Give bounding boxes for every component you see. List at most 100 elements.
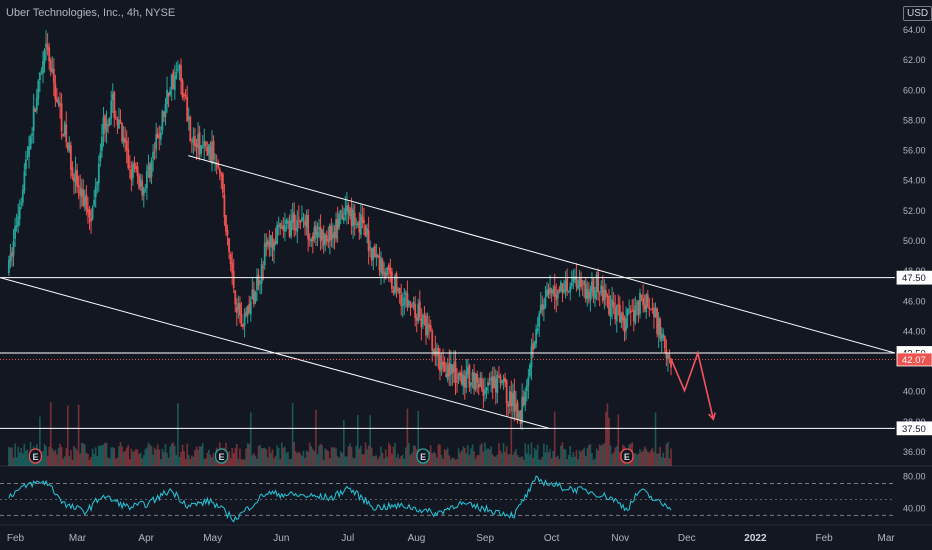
volume-bar [502,443,505,466]
volume-bar [142,455,145,466]
candle-body [99,152,102,162]
candle-body [327,238,330,243]
volume-bar [101,445,103,466]
candle-body [15,225,18,228]
volume-bar [499,450,502,466]
volume-bar [450,459,452,466]
candle-body [105,123,108,132]
volume-bar [541,457,544,466]
level-price-tag [896,421,932,436]
volume-bar [115,458,117,466]
volume-bar [553,411,556,466]
currency-label: USD [903,6,932,21]
candle-body [381,260,384,274]
volume-bar [155,449,157,466]
volume-bar [141,458,144,466]
volume-bar [459,452,461,466]
candle-body [446,365,449,380]
volume-bar [355,445,358,466]
candle-body [161,110,164,131]
candle-body [51,68,54,72]
candle-body [456,380,458,382]
volume-bar [8,446,10,466]
volume-bar [291,403,294,466]
volume-bar [156,444,159,466]
candle-body [480,378,483,390]
candle-body [294,228,297,230]
candle-body [356,223,359,226]
volume-bar [636,454,638,466]
volume-bar [267,457,269,466]
candle-body [332,234,334,238]
candle-body [218,169,221,174]
candle-body [23,171,26,192]
volume-bar [639,449,641,466]
volume-bar [205,458,207,466]
volume-bar [125,447,128,466]
candle-body [144,189,147,191]
volume-bar [521,456,523,466]
volume-bar [409,455,412,466]
candle-body [637,300,640,315]
volume-bar [298,451,300,466]
candle-body [383,271,386,276]
volume-bar [316,454,319,466]
candle-body [667,352,669,360]
trendline [188,155,896,354]
candles [7,30,672,430]
candle-body [301,217,303,221]
candle-body [501,380,503,383]
volume-bar [96,455,99,466]
candle-body [468,365,471,388]
volume-bar [62,458,64,466]
volume-bar [68,456,71,466]
volume-bar [637,453,640,466]
volume-bar [304,458,306,466]
candle-body [589,289,592,301]
volume-bar [454,459,457,466]
candle-body [409,304,412,307]
candle-body [355,224,358,226]
volume-bar [552,450,554,466]
candle-body [459,372,462,376]
candle-body [176,68,179,71]
volume-bar [490,446,492,466]
candle-body [315,225,317,236]
volume-bar [74,448,77,466]
volume-bar [130,448,133,466]
price-tick-label: 54.00 [903,176,926,186]
volume-bar [437,444,440,466]
volume-bar [381,452,384,466]
volume-bar [129,459,131,466]
candle-body [60,103,63,132]
candle-body [378,255,381,271]
candle-body [242,323,244,327]
candle-body [79,187,82,196]
candle-body [321,229,324,240]
candle-body [457,373,460,380]
candle-body [333,231,336,238]
volume-bar [400,455,402,466]
candle-body [453,363,455,373]
earnings-marker-label: E [32,452,38,462]
volume-bar [152,454,154,466]
volume-bar [564,449,567,466]
candle-body [69,145,72,170]
time-tick-label: Nov [611,533,629,544]
volume-bar [119,442,122,466]
candle-body [287,221,289,223]
volume-bar [73,446,75,466]
volume-bar [54,449,57,466]
candle-body [384,272,387,277]
candle-body [648,306,651,310]
candle-body [88,210,91,218]
volume-bar [248,443,251,466]
volume-bar [536,444,539,466]
volume-bar [186,443,188,466]
candle-body [448,362,451,377]
volume-bar [338,457,340,466]
candle-body [260,264,263,284]
candle-body [249,301,252,315]
volume-bar [380,446,382,466]
